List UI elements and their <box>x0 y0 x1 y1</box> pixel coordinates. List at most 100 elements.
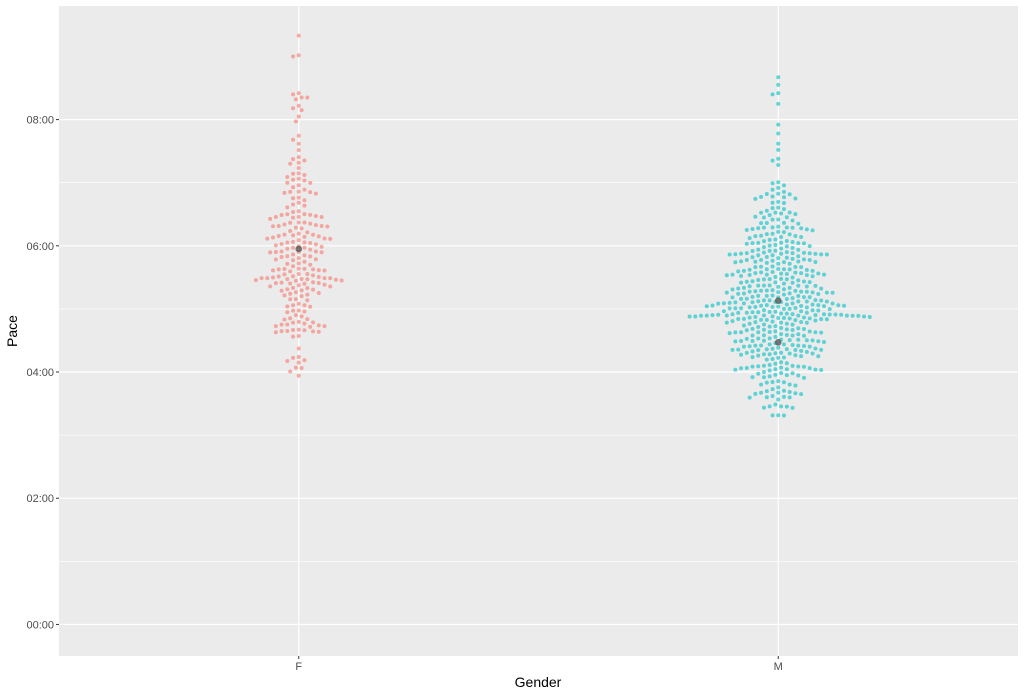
data-point-m <box>816 354 821 359</box>
data-point-f <box>316 323 321 328</box>
data-point-m <box>756 240 761 245</box>
data-point-m <box>810 338 815 343</box>
data-point-m <box>779 350 784 355</box>
data-point-m <box>779 404 784 409</box>
data-point-m <box>779 246 784 251</box>
data-point-m <box>764 255 769 260</box>
data-point-m <box>776 229 781 234</box>
data-point-f <box>296 160 301 165</box>
data-point-m <box>747 395 752 400</box>
data-point-f <box>308 254 313 259</box>
data-point-m <box>776 304 781 309</box>
data-point-m <box>776 217 781 222</box>
data-point-m <box>779 320 784 325</box>
y-tick-label: 06:00 <box>26 241 54 253</box>
data-point-f <box>273 215 278 219</box>
data-point-f <box>288 281 293 286</box>
data-point-m <box>784 255 789 260</box>
data-point-m <box>753 234 758 239</box>
data-point-m <box>733 339 738 344</box>
data-point-m <box>753 391 758 396</box>
data-point-m <box>756 336 761 341</box>
data-point-m <box>790 280 795 285</box>
data-point-m <box>756 253 761 258</box>
data-point-m <box>784 250 789 255</box>
data-point-m <box>787 306 792 311</box>
data-point-m <box>764 260 769 265</box>
data-point-f <box>316 329 321 334</box>
data-point-f <box>296 231 301 236</box>
data-point-m <box>824 252 829 257</box>
data-point-m <box>796 247 801 252</box>
data-point-m <box>779 240 784 245</box>
data-point-m <box>773 402 778 407</box>
data-point-f <box>305 95 310 100</box>
data-point-m <box>776 147 781 152</box>
data-point-m <box>710 303 715 308</box>
data-point-f <box>302 220 307 225</box>
data-point-f <box>285 277 290 282</box>
data-point-m <box>756 310 761 315</box>
data-point-m <box>761 313 766 318</box>
data-point-m <box>750 300 755 305</box>
data-point-f <box>293 365 298 370</box>
data-point-m <box>761 338 766 343</box>
data-point-m <box>764 347 769 352</box>
data-point-f <box>322 324 327 329</box>
data-point-m <box>776 345 781 350</box>
data-point-m <box>790 328 795 333</box>
data-point-m <box>787 267 792 272</box>
data-point-f <box>311 267 316 272</box>
y-tick-label: 02:00 <box>26 493 54 505</box>
data-point-m <box>781 342 786 347</box>
data-point-f <box>296 266 301 271</box>
data-point-m <box>753 314 758 319</box>
y-tick-label: 00:00 <box>26 619 54 631</box>
data-point-m <box>727 300 732 305</box>
data-point-f <box>282 232 287 237</box>
data-point-m <box>776 101 781 106</box>
data-point-m <box>804 267 809 272</box>
data-point-m <box>781 281 786 286</box>
data-point-m <box>727 306 732 311</box>
data-point-f <box>296 373 301 378</box>
data-point-f <box>308 221 313 226</box>
data-point-m <box>770 314 775 319</box>
data-point-m <box>767 374 772 379</box>
data-point-f <box>313 213 318 218</box>
data-point-m <box>767 368 772 373</box>
data-point-m <box>784 311 789 316</box>
data-point-f <box>311 287 316 292</box>
data-point-f <box>268 250 273 255</box>
data-point-m <box>764 232 769 237</box>
data-point-m <box>756 348 761 353</box>
data-point-f <box>268 284 273 289</box>
data-point-f <box>273 330 278 335</box>
data-point-f <box>302 203 307 208</box>
data-point-f <box>299 288 304 293</box>
data-point-m <box>793 265 798 270</box>
data-point-f <box>302 253 307 258</box>
data-point-m <box>761 308 766 313</box>
data-point-m <box>767 277 772 282</box>
data-point-m <box>756 283 761 288</box>
data-point-m <box>793 306 798 311</box>
data-point-f <box>291 210 296 215</box>
data-point-m <box>830 290 835 295</box>
data-point-m <box>744 241 749 246</box>
data-point-m <box>773 329 778 334</box>
data-point-f <box>313 257 318 262</box>
data-point-f <box>279 280 284 285</box>
data-point-m <box>781 306 786 311</box>
data-point-f <box>291 177 296 182</box>
data-point-m <box>779 360 784 365</box>
data-point-m <box>770 293 775 298</box>
data-point-f <box>313 249 318 254</box>
data-point-f <box>293 278 298 283</box>
data-point-m <box>761 298 766 303</box>
data-point-m <box>790 343 795 348</box>
data-point-f <box>293 290 298 295</box>
data-point-m <box>816 271 821 276</box>
data-point-f <box>285 287 290 292</box>
data-point-m <box>741 301 746 306</box>
